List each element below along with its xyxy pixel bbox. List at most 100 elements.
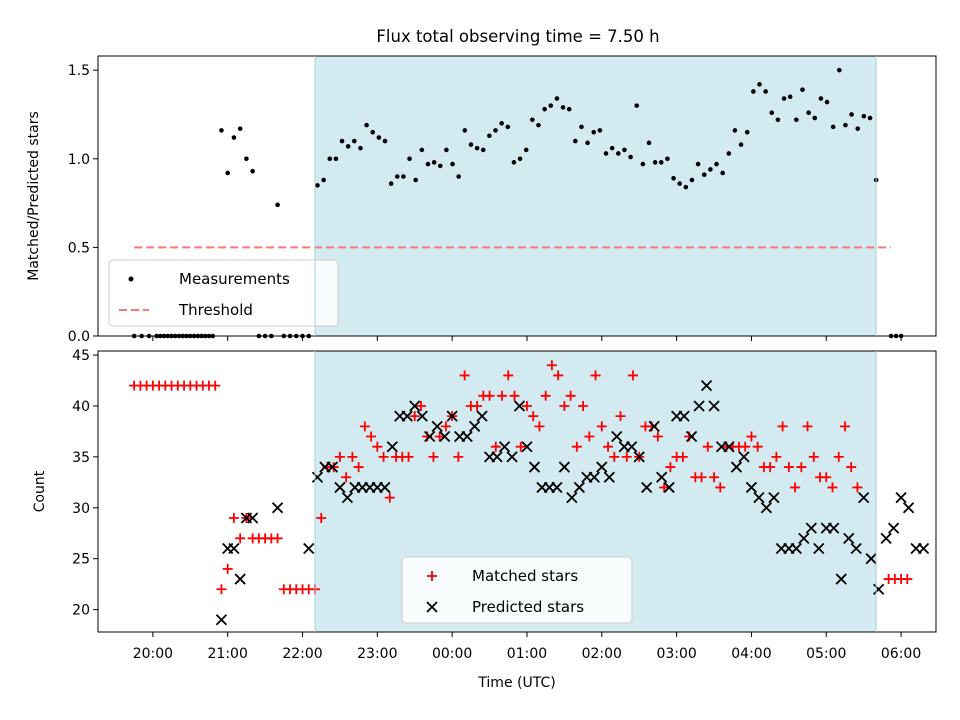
matched-star-marker (440, 421, 451, 432)
legend-label: Predicted stars (472, 598, 584, 616)
matched-star-marker (459, 370, 470, 381)
predicted-star-marker (215, 614, 228, 626)
predicted-star-marker (693, 400, 705, 412)
measurement-point (646, 140, 652, 146)
predicted-star-marker (738, 451, 750, 463)
measurement-point (493, 128, 498, 133)
predicted-star-marker (798, 532, 810, 544)
matched-star-marker (609, 451, 620, 462)
matched-star-marker (409, 411, 420, 422)
predicted-star-marker (887, 522, 900, 534)
measurement-point (714, 161, 719, 167)
measurement-point (830, 124, 836, 130)
measurement-point (609, 145, 615, 151)
predicted-star-marker (424, 430, 436, 443)
y-tick-label: 40 (72, 399, 90, 415)
matched-star-marker (771, 451, 782, 462)
chart-title: Flux total observing time = 7.50 h (376, 27, 659, 46)
measurement-point (843, 122, 848, 128)
predicted-star-marker (326, 461, 339, 473)
measurement-point (677, 181, 682, 186)
measurement-point (419, 147, 425, 153)
matched-star-marker (621, 451, 632, 462)
measurement-point (683, 184, 689, 190)
measurement-point (763, 89, 768, 94)
matched-star-marker (553, 370, 564, 381)
count-axes-frame (97, 350, 937, 633)
predicted-star-marker (708, 400, 720, 412)
matched-star-marker (677, 451, 688, 462)
predicted-star-marker (873, 583, 885, 595)
measurement-point (456, 174, 461, 179)
matched-star-marker (453, 451, 464, 462)
predicted-star-marker (431, 420, 443, 432)
measurement-point (751, 89, 756, 94)
measurement-point (573, 138, 578, 144)
predicted-star-marker (858, 491, 870, 504)
measurement-point (511, 160, 517, 165)
predicted-star-marker (228, 542, 240, 555)
matched-star-marker (827, 482, 838, 493)
legend-label: Matched stars (472, 567, 578, 585)
measurement-point (474, 145, 480, 151)
measurement-point (701, 172, 707, 178)
matched-star-marker (503, 370, 514, 381)
matched-star-marker (596, 421, 607, 432)
matched-star-marker (521, 400, 532, 411)
measurement-point (658, 160, 664, 165)
predicted-star-marker (416, 410, 428, 422)
predicted-star-marker (311, 471, 324, 483)
predicted-star-marker (558, 461, 571, 473)
matched-star-marker (571, 441, 582, 452)
ratio-panel: 0.0 0.5 1.0 1.5 Matched/Predicted stars Mea… (26, 55, 937, 345)
measurement-point (591, 129, 597, 135)
matched-star-marker (472, 400, 483, 411)
observing-window-band-top (314, 56, 877, 336)
measurement-point (333, 156, 339, 162)
predicted-star-marker (813, 542, 825, 555)
measurement-point (597, 128, 603, 133)
x-tick-label: 21:00 (208, 646, 248, 662)
measurement-point (628, 154, 633, 160)
measurement-point (818, 96, 824, 101)
measurement-point (794, 117, 799, 123)
matched-star-marker (740, 441, 751, 452)
matched-star-marker (652, 431, 663, 442)
measurement-point (437, 163, 443, 169)
measurement-point (720, 170, 725, 176)
measurement-point (548, 103, 554, 108)
predicted-star-marker (641, 481, 653, 494)
matched-star-marker (509, 390, 520, 401)
matched-star-marker (484, 390, 495, 401)
legend-marker-predicted (426, 601, 438, 613)
predicted-star-marker (850, 542, 862, 555)
matched-star-marker (316, 512, 327, 523)
count-panel: 20 25 30 35 40 45 20:00 21:00 22:00 23:00 00:00 01… (32, 348, 937, 691)
matched-star-marker (341, 472, 352, 483)
measurement-point (523, 147, 529, 153)
predicted-star-marker (723, 441, 735, 453)
matched-star-marker (565, 390, 576, 401)
predicted-star-marker (828, 522, 840, 534)
predicted-star-marker (730, 461, 743, 473)
matched-star-marker (702, 441, 713, 452)
predicted-star-marker (476, 410, 488, 422)
predicted-star-marker (835, 573, 847, 585)
x-tick-label: 03:00 (656, 646, 696, 662)
matched-star-marker (578, 400, 589, 411)
predicted-stars-points (215, 379, 930, 626)
matched-star-marker (665, 462, 676, 473)
matched-star-marker (384, 492, 395, 503)
measurement-point (738, 142, 744, 147)
matched-star-marker (627, 370, 638, 381)
predicted-star-marker (439, 430, 451, 443)
predicted-star-marker (271, 502, 284, 514)
matched-star-marker (334, 451, 345, 462)
measurement-point (462, 128, 468, 133)
measurement-point (530, 117, 535, 123)
x-tick-label: 04:00 (731, 646, 771, 662)
matched-star-marker (235, 533, 246, 544)
predicted-star-marker (513, 400, 526, 412)
measurement-point (431, 160, 437, 165)
matched-star-marker (821, 472, 832, 483)
